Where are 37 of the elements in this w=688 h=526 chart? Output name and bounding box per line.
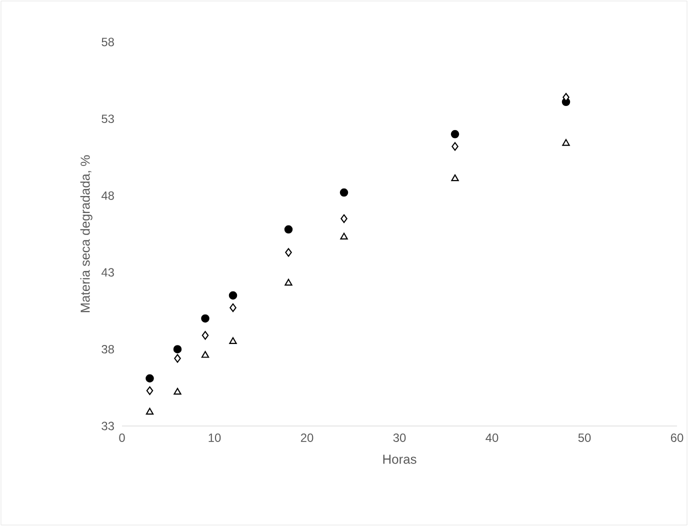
- point: [229, 337, 237, 344]
- point: [284, 278, 292, 286]
- point: [230, 303, 236, 312]
- point: [340, 232, 348, 240]
- point: [201, 351, 210, 358]
- x-axis-title: Horas: [383, 454, 416, 464]
- x-tick-label: 50: [578, 434, 591, 442]
- x-tick-label: 20: [300, 434, 314, 442]
- point: [228, 291, 238, 300]
- point: [146, 408, 154, 415]
- point: [451, 174, 459, 182]
- y-tick-label: 48: [101, 191, 114, 200]
- y-tick-label: 38: [102, 344, 114, 354]
- point: [146, 386, 154, 396]
- point: [174, 354, 181, 363]
- x-tick-label: 60: [670, 434, 684, 442]
- x-tick-label: 30: [393, 434, 406, 442]
- point: [285, 248, 292, 257]
- y-tick-label: 58: [102, 38, 114, 46]
- y-tick-label: 53: [102, 114, 114, 124]
- point: [174, 388, 182, 395]
- point: [284, 225, 293, 234]
- point: [146, 374, 154, 383]
- point: [562, 139, 570, 146]
- point: [202, 331, 209, 340]
- point: [340, 214, 348, 223]
- x-tick-label: 40: [486, 434, 498, 442]
- point: [450, 130, 460, 138]
- point: [340, 188, 348, 197]
- x-tick-label: 0: [119, 434, 125, 442]
- point: [173, 345, 182, 354]
- point: [201, 314, 210, 323]
- y-tick-label: 33: [102, 422, 114, 430]
- y-tick-label: 43: [101, 268, 114, 277]
- point: [452, 142, 458, 151]
- y-axis-title: Materia seca degradada, %: [80, 155, 92, 312]
- x-tick-label: 10: [208, 434, 221, 442]
